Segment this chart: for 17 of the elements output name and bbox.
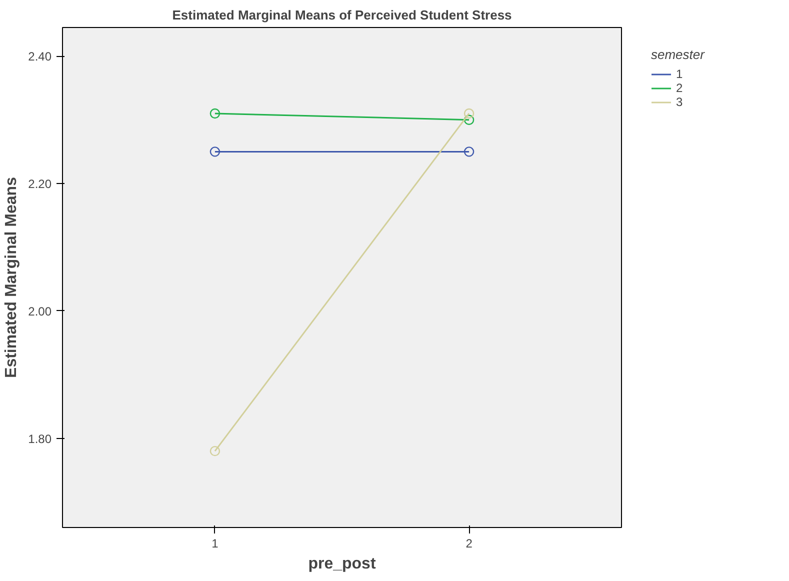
y-axis-title: Estimated Marginal Means: [3, 176, 20, 378]
legend-label: 1: [676, 67, 684, 81]
legend-title: semester: [651, 47, 704, 62]
legend-label: 2: [676, 81, 684, 95]
y-tick-label: 1.80: [28, 432, 52, 446]
point: [210, 446, 220, 456]
point: [464, 146, 474, 157]
x-axis-title: pre_post: [308, 556, 376, 572]
y-tick-label: 2.40: [28, 50, 52, 64]
chart-title: Estimated Marginal Means of Perceived Student Stress: [172, 8, 512, 22]
point: [210, 146, 220, 157]
point: [464, 108, 474, 119]
point: [210, 108, 220, 119]
legend-label: 3: [676, 95, 684, 109]
y-tick-label: 2.20: [28, 177, 52, 192]
y-tick-label: 2.00: [28, 304, 52, 318]
point: [464, 114, 474, 125]
